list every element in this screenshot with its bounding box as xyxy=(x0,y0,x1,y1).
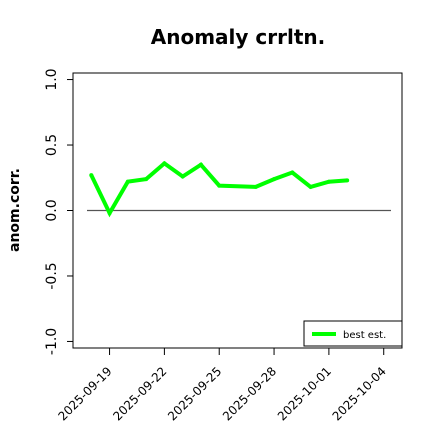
data-point xyxy=(144,177,149,182)
data-point xyxy=(198,162,203,167)
data-point xyxy=(180,174,185,179)
data-point xyxy=(326,179,331,184)
y-axis: -1.0 -0.5 0.0 0.5 1.0 xyxy=(44,68,73,355)
x-tick-label: 2025-10-04 xyxy=(330,364,389,423)
y-tick-label: -1.0 xyxy=(44,328,60,355)
legend-label-best-est: best est. xyxy=(343,330,386,341)
x-tick-label: 2025-09-25 xyxy=(165,364,224,423)
x-tick-label: 2025-10-01 xyxy=(275,364,334,423)
x-tick-label: 2025-09-19 xyxy=(55,364,114,423)
x-tick-label: 2025-09-22 xyxy=(110,364,169,423)
y-tick-label: -0.5 xyxy=(44,262,60,289)
y-axis-label: anom.corr. xyxy=(7,168,23,252)
legend: best est. xyxy=(303,320,403,347)
y-tick-label: 0.0 xyxy=(44,199,60,221)
data-point xyxy=(272,177,277,182)
data-point xyxy=(107,211,112,216)
series-line-best-est xyxy=(89,160,348,218)
x-tick-label: 2025-09-28 xyxy=(220,364,279,423)
data-point xyxy=(217,183,222,188)
data-point xyxy=(89,173,94,178)
data-point xyxy=(290,170,295,175)
data-point xyxy=(253,184,258,189)
data-point xyxy=(125,179,130,184)
data-point xyxy=(345,178,350,183)
chart-title: Anomaly crrltn. xyxy=(151,25,325,49)
data-point xyxy=(308,184,313,189)
y-tick-label: 0.5 xyxy=(44,134,60,156)
x-axis: 2025-09-192025-09-222025-09-252025-09-28… xyxy=(55,348,389,423)
series-group xyxy=(89,160,350,218)
data-point xyxy=(162,161,167,166)
y-tick-label: 1.0 xyxy=(44,68,60,90)
